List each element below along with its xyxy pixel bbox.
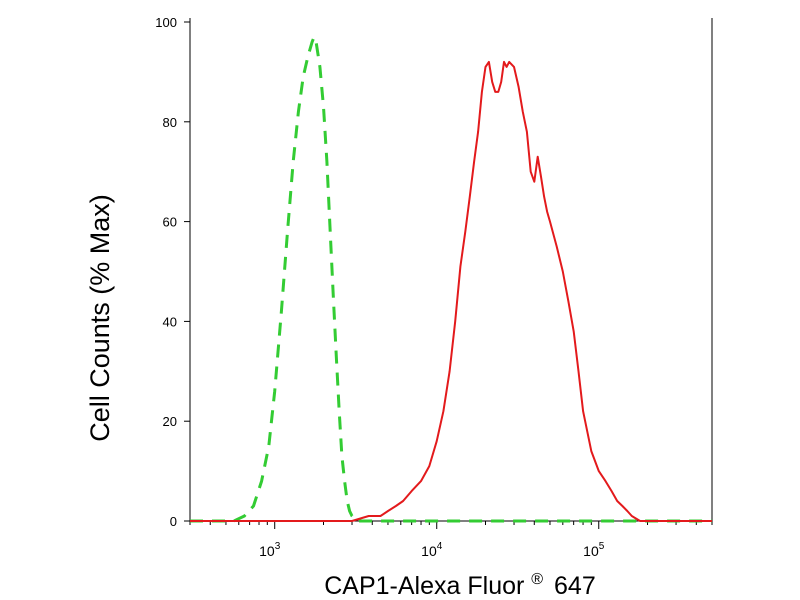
x-axis-label-registered-mark: ® <box>531 571 543 588</box>
x-tick-label-base: 10 <box>259 543 275 559</box>
x-tick-label: 105 <box>583 541 605 559</box>
x-ticks: 103 104 105 <box>189 521 713 559</box>
plot-frame <box>189 18 713 522</box>
x-tick-label-base: 10 <box>421 543 437 559</box>
y-axis-label: Cell Counts (% Max) <box>85 194 115 442</box>
y-tick-label: 40 <box>163 314 177 329</box>
y-tick-label: 80 <box>163 115 177 130</box>
y-tick-label: 100 <box>155 15 177 30</box>
control-histogram-line <box>190 35 712 523</box>
x-tick-label-exponent: 3 <box>275 541 281 552</box>
x-axis-label-main: CAP1-Alexa Fluor <box>324 572 524 600</box>
x-axis-label-suffix: 647 <box>554 572 596 600</box>
x-tick-label-base: 10 <box>583 543 599 559</box>
y-tick-label: 60 <box>163 215 177 230</box>
x-tick-label-exponent: 4 <box>437 541 443 552</box>
sample-histogram-line <box>190 60 712 522</box>
y-ticks: 0 20 40 60 80 100 <box>155 15 190 529</box>
series-layer <box>190 35 712 523</box>
x-axis-label: CAP1-Alexa Fluor ® 647 <box>324 562 596 600</box>
x-tick-label: 104 <box>421 541 443 559</box>
y-tick-label: 20 <box>163 414 177 429</box>
x-tick-label: 103 <box>259 541 281 559</box>
y-tick-label: 0 <box>170 514 177 529</box>
x-tick-label-exponent: 5 <box>599 541 605 552</box>
